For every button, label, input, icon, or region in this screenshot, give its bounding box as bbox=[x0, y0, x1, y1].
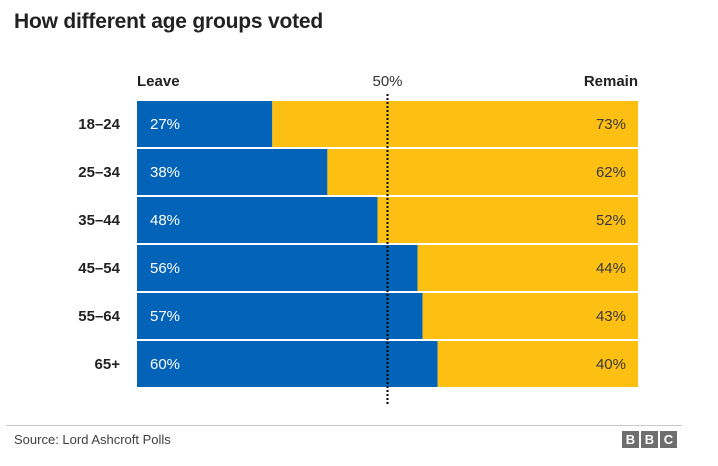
bar-remain bbox=[327, 149, 638, 195]
bbc-logo-letter: B bbox=[641, 431, 658, 448]
category-label: 25–34 bbox=[78, 164, 120, 181]
data-label-leave: 38% bbox=[150, 164, 180, 181]
bars-group bbox=[137, 101, 638, 387]
labels-group: Leave Remain 50% 18–24 27% 73% 25–34 38% 62% 35–4… bbox=[78, 73, 638, 373]
bar-remain bbox=[377, 197, 638, 243]
data-label-leave: 48% bbox=[150, 212, 180, 229]
bar-leave bbox=[137, 293, 423, 339]
data-label-remain: 44% bbox=[596, 260, 626, 277]
bbc-logo-letter: C bbox=[660, 431, 677, 448]
data-label-remain: 52% bbox=[596, 212, 626, 229]
bar-remain bbox=[437, 341, 638, 387]
data-label-leave: 57% bbox=[150, 308, 180, 325]
category-label: 65+ bbox=[95, 356, 121, 373]
bar-leave bbox=[137, 197, 378, 243]
data-label-leave: 27% bbox=[150, 116, 180, 133]
bar-leave bbox=[137, 341, 438, 387]
bar-remain bbox=[272, 101, 638, 147]
bbc-logo-letter: B bbox=[622, 431, 639, 448]
legend-remain: Remain bbox=[584, 73, 638, 90]
data-label-remain: 40% bbox=[596, 356, 626, 373]
legend-leave: Leave bbox=[137, 73, 180, 90]
data-label-remain: 62% bbox=[596, 164, 626, 181]
category-label: 55–64 bbox=[78, 308, 120, 325]
category-label: 45–54 bbox=[78, 260, 120, 277]
bar-remain bbox=[417, 245, 638, 291]
footer-divider bbox=[6, 425, 682, 426]
bar-remain bbox=[422, 293, 638, 339]
data-label-leave: 56% bbox=[150, 260, 180, 277]
category-label: 35–44 bbox=[78, 212, 120, 229]
data-label-remain: 43% bbox=[596, 308, 626, 325]
data-label-leave: 60% bbox=[150, 356, 180, 373]
source-note: Source: Lord Ashcroft Polls bbox=[14, 432, 171, 447]
category-label: 18–24 bbox=[78, 116, 120, 133]
data-label-remain: 73% bbox=[596, 116, 626, 133]
bar-leave bbox=[137, 245, 418, 291]
chart-title: How different age groups voted bbox=[14, 10, 324, 33]
reference-line-label: 50% bbox=[372, 73, 402, 90]
bar-leave bbox=[137, 149, 328, 195]
bar-leave bbox=[137, 101, 273, 147]
bbc-logo: B B C bbox=[622, 431, 677, 448]
